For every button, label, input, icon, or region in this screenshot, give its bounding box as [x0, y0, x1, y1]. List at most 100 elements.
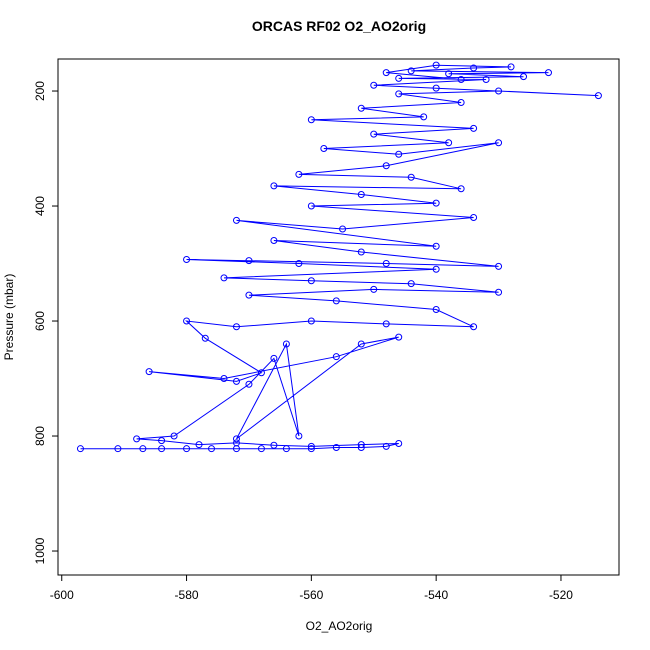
data-point — [245, 380, 253, 388]
data-point — [232, 377, 240, 385]
y-tick-label: 800 — [33, 426, 47, 446]
data-point — [495, 139, 503, 147]
data-point — [282, 445, 290, 453]
y-tick-label: 400 — [33, 196, 47, 216]
data-point — [145, 368, 153, 376]
data-point — [407, 280, 415, 288]
data-point — [320, 145, 328, 153]
data-point — [420, 113, 428, 121]
data-point — [332, 297, 340, 305]
data-point — [357, 248, 365, 256]
x-tick-label: -580 — [175, 588, 199, 602]
data-point — [482, 76, 490, 84]
data-point — [307, 202, 315, 210]
data-point — [270, 354, 278, 362]
data-point — [158, 445, 166, 453]
x-axis-label: O2_AO2orig — [306, 619, 373, 633]
data-point — [220, 274, 228, 282]
data-point — [183, 256, 191, 264]
data-point — [295, 170, 303, 178]
data-point — [395, 150, 403, 158]
data-point — [382, 442, 390, 450]
data-point — [220, 375, 228, 383]
data-point — [357, 444, 365, 452]
data-point — [270, 182, 278, 190]
data-point — [470, 323, 478, 331]
data-point — [357, 340, 365, 348]
x-tick-label: -560 — [299, 588, 323, 602]
data-point — [495, 288, 503, 296]
data-point — [232, 323, 240, 331]
data-point — [370, 130, 378, 138]
data-point — [282, 340, 290, 348]
data-point — [457, 99, 465, 107]
data-point — [158, 437, 166, 445]
data-point — [407, 173, 415, 181]
data-point — [339, 225, 347, 233]
data-point — [183, 317, 191, 325]
data-point — [201, 334, 209, 342]
data-point — [332, 444, 340, 452]
data-point — [495, 87, 503, 95]
data-point — [470, 214, 478, 222]
data-point — [232, 439, 240, 447]
x-tick-label: -540 — [424, 588, 448, 602]
data-point — [332, 353, 340, 361]
data-point — [520, 73, 528, 81]
data-point — [76, 445, 84, 453]
data-point — [445, 70, 453, 78]
data-point — [183, 445, 191, 453]
data-point — [357, 104, 365, 112]
data-point — [432, 199, 440, 207]
data-point — [245, 257, 253, 265]
data-point — [395, 90, 403, 98]
data-point — [257, 369, 265, 377]
data-point — [407, 67, 415, 75]
data-point — [295, 432, 303, 440]
data-point — [395, 439, 403, 447]
y-tick-label: 1000 — [33, 537, 47, 564]
x-tick-label: -600 — [50, 588, 74, 602]
data-point — [432, 265, 440, 273]
data-point — [507, 63, 515, 71]
data-point — [195, 441, 203, 449]
data-point — [307, 442, 315, 450]
data-point — [114, 445, 122, 453]
data-point — [470, 124, 478, 132]
data-point — [307, 317, 315, 325]
data-point — [357, 191, 365, 199]
data-point — [544, 69, 552, 77]
data-point — [307, 277, 315, 285]
data-point — [257, 445, 265, 453]
data-point — [370, 285, 378, 293]
data-point — [382, 320, 390, 328]
y-tick-label: 600 — [33, 311, 47, 331]
data-point — [170, 432, 178, 440]
data-point — [457, 76, 465, 84]
data-point — [457, 185, 465, 193]
data-point — [307, 445, 315, 453]
data-point — [395, 74, 403, 82]
data-point — [432, 84, 440, 92]
data-point — [382, 260, 390, 268]
data-point — [232, 435, 240, 443]
data-point — [245, 291, 253, 299]
data-point — [432, 242, 440, 250]
data-point — [295, 260, 303, 268]
data-point — [139, 445, 147, 453]
data-point — [495, 262, 503, 270]
data-line — [80, 64, 599, 450]
data-point — [208, 445, 216, 453]
data-point — [270, 237, 278, 245]
data-point — [594, 92, 602, 100]
y-axis-label: Pressure (mbar) — [2, 274, 16, 361]
data-point — [432, 306, 440, 314]
data-point — [445, 139, 453, 147]
x-tick-label: -520 — [549, 588, 573, 602]
data-point — [133, 435, 141, 443]
plot-frame — [57, 58, 620, 576]
data-point — [370, 81, 378, 89]
data-point — [432, 61, 440, 69]
chart-title: ORCAS RF02 O2_AO2orig — [252, 18, 426, 34]
